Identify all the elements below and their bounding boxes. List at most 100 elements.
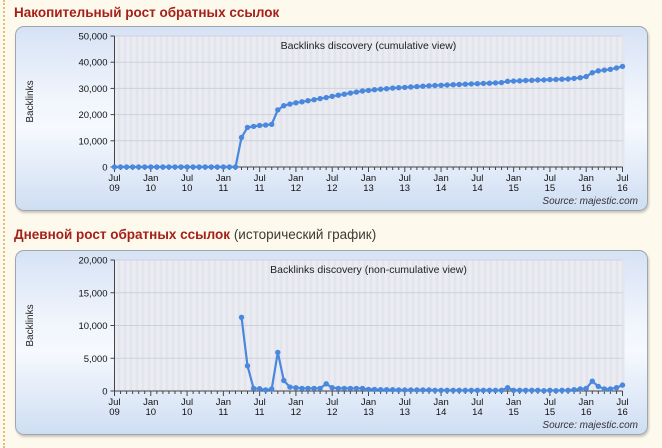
- data-point: [510, 78, 517, 84]
- data-point: [510, 387, 517, 393]
- plot-stripe: [375, 36, 379, 167]
- plot-stripe: [423, 36, 427, 167]
- plot-stripe: [333, 36, 337, 167]
- data-point: [444, 387, 450, 393]
- plot-stripe: [243, 36, 247, 167]
- x-tick-label-year: 14: [436, 407, 447, 418]
- data-point: [214, 164, 220, 170]
- x-tick-label-month: Jan: [143, 397, 158, 408]
- section-title-daily-text: Дневной рост обратных ссылок: [14, 227, 231, 242]
- plot-stripe: [123, 36, 127, 167]
- x-tick-label-year: 14: [472, 183, 483, 194]
- plot-stripe: [381, 36, 385, 167]
- plot-stripe: [621, 36, 625, 167]
- plot-stripe: [561, 36, 565, 167]
- plot-stripe: [585, 36, 589, 167]
- x-tick-label-month: Jul: [181, 397, 193, 408]
- data-point: [547, 387, 553, 393]
- plot-stripe: [225, 36, 229, 167]
- plot-stripe: [135, 36, 139, 167]
- data-point: [480, 80, 487, 87]
- plot-stripe: [165, 36, 169, 167]
- plot-stripe: [609, 36, 613, 167]
- data-point: [226, 164, 233, 170]
- data-point: [371, 87, 378, 93]
- plot-stripe: [441, 36, 445, 167]
- x-tick-label-year: 10: [182, 183, 193, 194]
- data-point: [553, 76, 559, 83]
- data-point: [565, 76, 571, 82]
- data-point: [293, 385, 299, 391]
- data-point: [275, 107, 281, 113]
- x-tick-label-month: Jan: [433, 173, 448, 184]
- plot-stripe: [159, 36, 163, 167]
- data-point: [275, 349, 281, 356]
- data-point: [432, 82, 438, 89]
- data-point: [365, 386, 372, 393]
- plot-stripe: [315, 36, 319, 167]
- x-tick-label-month: Jul: [544, 397, 556, 408]
- data-point: [474, 81, 481, 87]
- source-credit: Source: majestic.com: [542, 420, 638, 431]
- data-point: [250, 123, 257, 130]
- data-point: [523, 387, 529, 393]
- data-point: [468, 387, 474, 393]
- data-point: [335, 92, 341, 98]
- data-point: [317, 95, 323, 102]
- data-point: [492, 387, 499, 393]
- x-tick-label-month: Jul: [181, 173, 193, 184]
- data-point: [420, 387, 426, 393]
- x-tick-label-month: Jan: [579, 397, 594, 408]
- data-point: [504, 385, 511, 391]
- data-point: [220, 164, 227, 170]
- x-tick-label-year: 09: [109, 407, 120, 418]
- plot-stripe: [621, 260, 625, 391]
- plot-stripe: [213, 36, 217, 167]
- data-point: [184, 164, 190, 170]
- data-point: [305, 385, 311, 392]
- data-point: [571, 387, 577, 393]
- plot-stripe: [525, 36, 529, 167]
- data-point: [263, 387, 269, 393]
- data-point: [498, 79, 505, 86]
- data-point: [256, 386, 263, 392]
- series-line: [240, 317, 623, 392]
- y-tick-label: 40,000: [78, 58, 107, 69]
- x-tick-label-month: Jul: [399, 173, 411, 184]
- data-point: [601, 386, 608, 392]
- data-point: [589, 70, 595, 76]
- plot-stripe: [261, 36, 265, 167]
- x-tick-label-month: Jul: [471, 173, 483, 184]
- data-point: [341, 385, 347, 392]
- plot-stripe: [255, 36, 259, 167]
- data-point: [299, 385, 305, 392]
- data-point: [517, 387, 523, 393]
- y-tick-label: 30,000: [78, 84, 107, 95]
- data-point: [377, 86, 384, 92]
- data-point: [474, 387, 481, 393]
- data-point: [462, 81, 468, 87]
- plot-stripe: [357, 36, 361, 167]
- section-title-daily-suffix: (исторический график): [230, 227, 377, 242]
- plot-stripe: [573, 36, 577, 167]
- plot-stripe: [489, 36, 493, 167]
- plot-stripe: [327, 36, 331, 167]
- data-point: [244, 124, 251, 131]
- data-point: [311, 97, 317, 103]
- plot-stripe: [543, 36, 547, 167]
- x-tick-label-month: Jan: [216, 173, 231, 184]
- plot-stripe: [405, 36, 409, 167]
- data-point: [305, 98, 311, 104]
- data-point: [577, 75, 583, 81]
- x-tick-label-year: 10: [145, 407, 156, 418]
- x-tick-label-month: Jul: [544, 173, 556, 184]
- daily-backlinks-chart: 05,00010,00015,00020,000Jul09Jan10Jul10J…: [25, 256, 638, 432]
- plot-stripe: [321, 36, 325, 167]
- data-point: [426, 83, 432, 89]
- data-point: [371, 386, 378, 393]
- data-point: [613, 65, 620, 71]
- data-point: [535, 387, 541, 393]
- x-tick-label-month: Jul: [108, 173, 120, 184]
- plot-stripe: [207, 36, 211, 167]
- plot-stripe: [231, 36, 235, 167]
